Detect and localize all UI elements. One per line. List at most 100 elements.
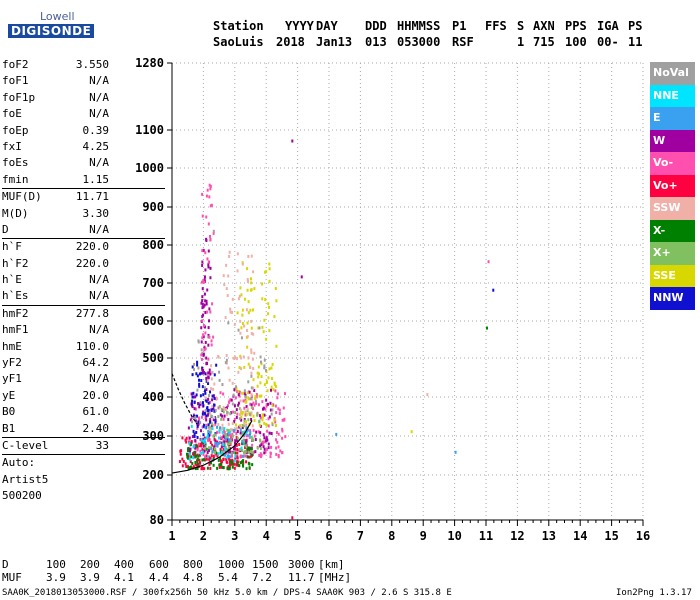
echo-point-w [207, 326, 210, 330]
param-row: Auto: [2, 454, 165, 471]
echo-point-vo [284, 435, 287, 439]
echo-point-noval [218, 370, 221, 374]
echo-point-w [230, 398, 233, 402]
echo-point-x [227, 446, 230, 450]
echo-point-e [241, 439, 244, 443]
echo-point-w [265, 398, 268, 402]
echo-point-e [214, 441, 217, 445]
echo-point-w [214, 439, 217, 443]
echo-point-x [226, 442, 229, 446]
param-row: h`F 220.0 [2, 238, 165, 255]
echo-point-noval [199, 421, 202, 425]
echo-point-w [249, 446, 252, 450]
echo-point-ssw [211, 405, 214, 409]
echo-point-w [190, 392, 193, 396]
echo-point-w [196, 423, 199, 427]
param-value: N/A [89, 222, 109, 236]
echo-point-w [212, 418, 215, 422]
y-tick-label: 200 [142, 468, 164, 482]
echo-point-x [196, 458, 199, 462]
echo-point-x [217, 415, 220, 419]
echo-point-e [227, 454, 230, 458]
echo-point-vo [217, 406, 220, 410]
echo-point-isolated [300, 275, 303, 279]
muf-value: 3.9 [46, 571, 66, 584]
echo-point-vo [262, 441, 265, 445]
echo-point-vo [199, 453, 202, 457]
echo-point-vo [209, 187, 212, 191]
echo-point-sse [264, 298, 267, 302]
echo-point-vo [257, 430, 260, 434]
echo-point-vo [230, 434, 233, 438]
echo-point-x [205, 447, 208, 451]
echo-point-x [242, 459, 245, 463]
echo-point-w [259, 424, 262, 428]
echo-point-vo [243, 406, 246, 410]
echo-point-w [194, 419, 197, 423]
echo-point-vo [267, 424, 270, 428]
echo-point-vo [204, 347, 207, 351]
echo-point-vo [252, 428, 255, 432]
echo-point-ssw [231, 381, 234, 385]
echo-point-sse [254, 396, 257, 400]
echo-point-nnw [201, 385, 204, 389]
echo-point-nne [203, 438, 206, 442]
echo-point-w [223, 440, 226, 444]
param-row: foF1p N/A [2, 90, 165, 106]
echo-point-vo [229, 398, 232, 402]
echo-point-vo [265, 403, 268, 407]
echo-point-vo [229, 463, 232, 467]
echo-point-vo [239, 455, 242, 459]
y-tick-label: 900 [142, 200, 164, 214]
echo-point-noval [259, 355, 262, 359]
echo-point-x [212, 434, 215, 438]
param-row: Artist5 [2, 472, 165, 488]
echo-point-w [265, 436, 268, 440]
echo-point-x [220, 407, 223, 411]
echo-point-vo [197, 416, 200, 420]
echo-point-nne [228, 430, 231, 434]
echo-point-sse [267, 302, 270, 306]
echo-point-w [268, 415, 271, 419]
echo-point-sse [262, 415, 265, 419]
echo-point-vo [277, 445, 280, 449]
echo-point-vo [211, 302, 214, 306]
echo-point-sse [246, 321, 249, 325]
hdr-label-s: S [517, 19, 525, 33]
echo-point-w [194, 395, 197, 399]
echo-point-nnw [202, 424, 205, 428]
echo-point-vo [251, 443, 254, 447]
echo-point-w [202, 437, 205, 441]
echo-point-sse [235, 387, 238, 391]
echo-point-vo [199, 449, 202, 453]
echo-point-x [226, 428, 229, 432]
echo-point-x [210, 461, 213, 465]
echo-point-w [263, 436, 266, 440]
echo-point-vo [181, 436, 184, 440]
echo-point-x [216, 466, 219, 470]
echo-point-sse [254, 395, 257, 399]
echo-point-x [247, 450, 250, 454]
echo-point-w [202, 410, 205, 414]
echo-point-nnw [199, 394, 202, 398]
scaled-parameters-panel: foF2 3.550 foF1 N/A foF1p N/A foE N/A foEp 0.39 fx… [2, 57, 165, 505]
param-row: M(D) 3.30 [2, 206, 165, 222]
echo-point-sse [257, 326, 260, 330]
muf-unit: [MHz] [318, 571, 352, 584]
echo-point-nne [202, 439, 205, 443]
echo-point-x [230, 451, 233, 455]
echo-point-w [233, 404, 236, 408]
echo-point-ssw [250, 351, 253, 355]
echo-point-ssw [252, 332, 255, 336]
echo-point-vo [246, 444, 249, 448]
echo-point-w [210, 424, 213, 428]
muf-value: 3.9 [80, 571, 100, 584]
echo-point-sse [267, 376, 270, 380]
echo-point-w [201, 371, 204, 375]
echo-point-nnw [201, 366, 204, 370]
param-row: h`Es N/A [2, 288, 165, 304]
echo-point-vo [242, 461, 245, 465]
echo-point-vo [196, 464, 199, 468]
echo-point-vo [212, 454, 215, 458]
echo-point-vo [281, 427, 284, 431]
